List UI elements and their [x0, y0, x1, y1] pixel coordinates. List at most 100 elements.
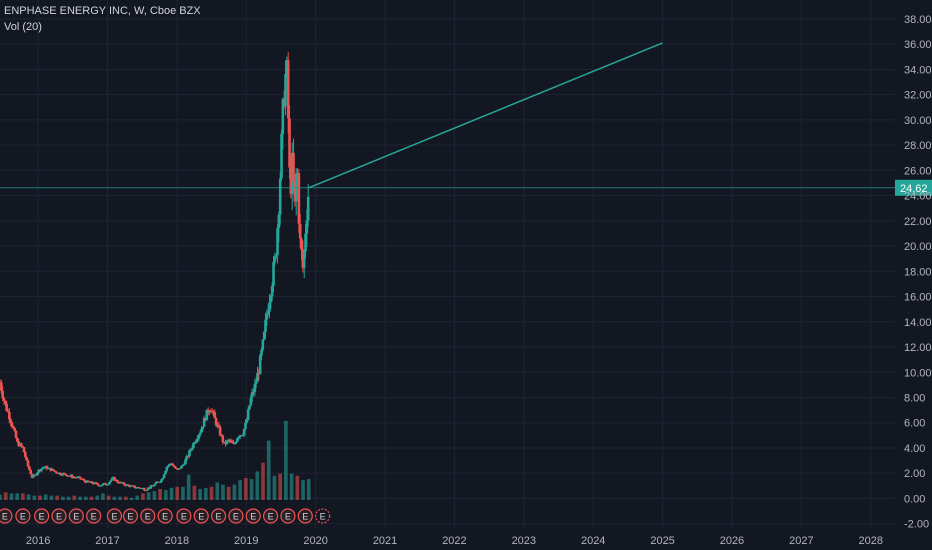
y-tick-label: 22.00: [904, 216, 932, 228]
candle-body: [58, 472, 62, 475]
candle-body: [289, 167, 293, 195]
candle-body: [62, 473, 66, 475]
volume-indicator-label[interactable]: Vol (20): [4, 21, 42, 33]
candle-body: [234, 441, 238, 444]
candle-body: [268, 302, 271, 312]
candle-body: [212, 411, 215, 413]
price-axis[interactable]: 38.00 36.00 34.00 32.00 30.00 28.00 26.00 24.00…: [904, 14, 932, 531]
candle-body: [186, 456, 190, 458]
earnings-marker: [0, 508, 13, 524]
candle-body: [302, 251, 306, 268]
candle-body: [306, 196, 310, 221]
volume-bar: [89, 496, 94, 500]
volume-bar: [284, 420, 288, 500]
candle-body: [61, 473, 65, 476]
earnings-label: E: [302, 512, 308, 522]
candle-body: [52, 469, 55, 471]
candle-body: [72, 477, 75, 479]
earnings-marker: [86, 508, 102, 524]
candle-body: [77, 476, 81, 478]
candle-body: [138, 487, 142, 489]
volume-bar: [301, 480, 305, 500]
candle-body: [168, 464, 171, 466]
earnings-marker: [15, 508, 31, 524]
time-axis[interactable]: 2016 2017 2018 2019 2020 2021 2022 2023 2024 2025…: [26, 535, 883, 547]
projection-line: [308, 42, 663, 189]
candle-body: [301, 249, 305, 268]
candle-body: [282, 98, 286, 107]
candle-body: [136, 487, 139, 489]
candle-body: [21, 446, 24, 448]
candle-body: [156, 481, 159, 483]
candle-body: [173, 466, 177, 468]
candle-body: [274, 255, 278, 257]
candle-body: [252, 392, 255, 394]
volume-bar: [26, 494, 31, 500]
volume-bar: [272, 475, 277, 500]
candle-body: [196, 438, 199, 441]
candle-body: [204, 418, 207, 421]
volume-bar: [306, 479, 311, 500]
candle-body: [81, 478, 85, 480]
candle-body: [54, 471, 58, 473]
y-tick-label: 0.00: [904, 493, 925, 505]
earnings-label: E: [73, 512, 79, 522]
grid-lines: [0, 0, 895, 530]
candle-body: [114, 479, 118, 481]
volume-bar: [141, 493, 145, 500]
earnings-label: E: [162, 512, 168, 522]
volume-bar: [244, 478, 248, 500]
earnings-marker: [193, 508, 209, 524]
candle-body: [281, 98, 285, 134]
volume-bar: [129, 497, 134, 500]
y-tick-label: 28.00: [904, 140, 932, 152]
candle-body: [88, 481, 91, 483]
candle-body: [146, 487, 150, 490]
earnings-label: E: [111, 512, 117, 522]
x-tick-label: 2020: [303, 535, 327, 547]
earnings-marker: [262, 508, 279, 524]
x-tick-label: 2023: [512, 535, 536, 547]
candle-body: [129, 485, 133, 487]
candle-body: [12, 426, 15, 429]
candle-body: [92, 483, 95, 485]
volume-bar: [61, 496, 65, 500]
candle-body: [214, 418, 218, 426]
volume-bar: [106, 495, 111, 500]
candle-body: [128, 485, 131, 487]
volume-bar: [175, 486, 180, 500]
candle-body: [46, 467, 50, 470]
candle-body: [305, 220, 309, 234]
volume-bar: [112, 496, 117, 500]
candle-body: [177, 468, 181, 470]
candle-body: [97, 484, 101, 487]
y-tick-label: 36.00: [904, 39, 932, 51]
candle-body: [296, 173, 299, 175]
volume-bar: [146, 492, 151, 500]
volume-bar: [164, 490, 168, 500]
candle-body: [277, 214, 281, 229]
volume-bar: [15, 493, 19, 500]
candle-body: [57, 472, 61, 474]
earnings-marker: [245, 508, 261, 524]
candle-body: [84, 480, 87, 483]
y-tick-label: 26.00: [904, 165, 932, 177]
x-tick-label: 2018: [165, 535, 189, 547]
volume-bar: [215, 482, 220, 500]
x-tick-label: 2017: [95, 535, 119, 547]
candle-body: [102, 482, 106, 484]
earnings-label: E: [181, 512, 187, 522]
candlesticks: [0, 52, 310, 492]
y-tick-label: 6.00: [904, 418, 925, 430]
candle-body: [100, 485, 103, 487]
volume-bar: [278, 473, 282, 500]
candle-body: [225, 440, 229, 445]
candle-body: [169, 463, 173, 465]
earnings-marker: [68, 508, 84, 524]
candle-body: [292, 152, 295, 183]
candle-body: [304, 233, 307, 252]
candle-body: [209, 411, 213, 413]
